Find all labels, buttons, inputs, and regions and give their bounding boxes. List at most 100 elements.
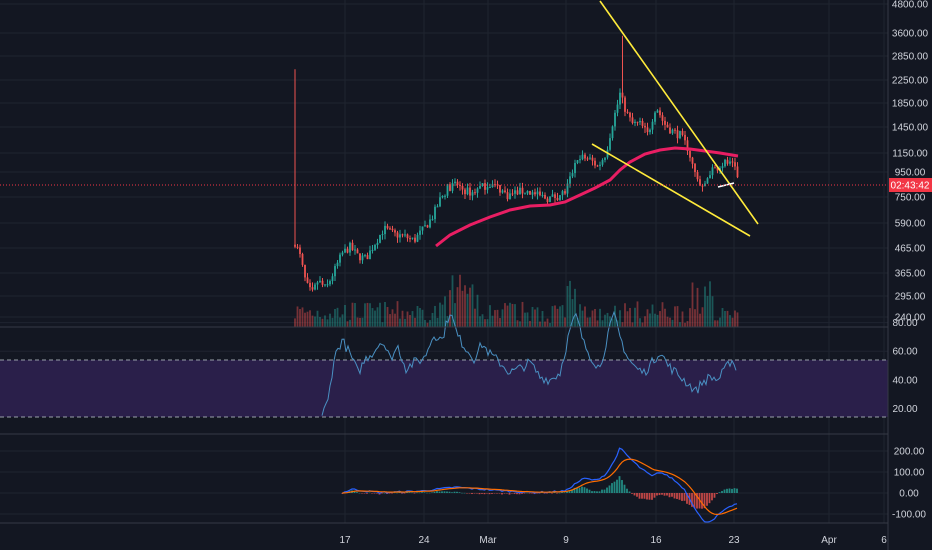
volume-bar (531, 306, 534, 327)
candle-body (544, 194, 546, 199)
volume-bar (294, 318, 296, 327)
volume-bar (704, 286, 706, 327)
candle-body (686, 140, 689, 151)
candle-body (569, 176, 571, 184)
volume-bar (659, 311, 661, 327)
macd-hist-bar (588, 489, 591, 493)
candle-body (674, 129, 676, 131)
candle-body (561, 191, 564, 196)
volume-bar (574, 288, 576, 327)
rsi-tick-label: 80.00 (892, 318, 917, 329)
candle-body (371, 249, 374, 251)
volume-bar (339, 317, 341, 327)
candle-body (366, 255, 369, 260)
candle-body (734, 162, 736, 167)
candle-body (376, 242, 379, 246)
candle-body (441, 195, 444, 198)
volume-bar (569, 280, 571, 327)
volume-bar (694, 309, 696, 327)
volume-bar (541, 311, 544, 327)
macd-hist-bar (363, 493, 366, 494)
macd-hist-bar (498, 493, 501, 494)
time-tick-label: Mar (479, 535, 497, 546)
candle-body (699, 179, 701, 186)
candle-body (486, 187, 489, 190)
price-axis[interactable]: 240.00 295.00 365.00 465.00 590.00 750.00 950.… (892, 0, 929, 324)
macd-hist-bar (503, 493, 506, 494)
volume-bar (619, 310, 621, 327)
rsi-axis[interactable]: 20.00 40.00 60.00 80.00 (892, 318, 917, 415)
volume-bar (721, 308, 724, 327)
candle-body (706, 178, 709, 184)
candle-body (711, 167, 714, 176)
macd-hist-bar (646, 493, 648, 500)
macd-hist-bar (368, 492, 371, 494)
volume-bar (556, 308, 559, 327)
time-tick-label: 24 (418, 535, 430, 546)
volume-bar (516, 320, 519, 327)
time-axis[interactable]: 17 24 Mar 9 16 23 Apr 6 (339, 535, 887, 546)
macd-hist-bar (586, 488, 588, 493)
volume-bar (474, 308, 476, 327)
time-tick-label: 16 (650, 535, 662, 546)
trendline-upper[interactable] (599, 0, 759, 225)
candle-body (709, 175, 711, 179)
candle-body (619, 92, 621, 105)
macd-hist-bar (606, 487, 608, 493)
macd-hist-bar (578, 487, 581, 493)
macd-hist-bar (591, 491, 593, 493)
time-tick-label: 6 (881, 535, 887, 546)
candle-body (329, 281, 331, 285)
volume-bar (381, 322, 384, 327)
candle-body (429, 219, 431, 228)
macd-hist-bar (703, 493, 706, 509)
trendline-lower[interactable] (591, 143, 751, 237)
candle-body (411, 237, 414, 239)
macd-hist-bar (621, 480, 623, 493)
macd-hist-bar (708, 493, 711, 504)
candle-body (341, 252, 344, 255)
macd-hist-bar (506, 493, 508, 494)
macd-axis[interactable]: -100.00 0.00 100.00 200.00 (892, 447, 926, 521)
macd-hist-bar (518, 493, 521, 495)
candle-body (316, 282, 319, 285)
volume-bar (414, 317, 416, 327)
macd-hist-bar (483, 493, 486, 495)
volume-bar (511, 303, 514, 327)
candle-body (604, 157, 606, 160)
candle-body (359, 253, 361, 261)
volume-bar (514, 304, 516, 327)
volume-bar (416, 305, 419, 327)
price-tick-label: 295.00 (895, 292, 926, 303)
volume-bar (576, 317, 579, 327)
candle-body (644, 125, 646, 128)
macd-hist-bar (481, 493, 483, 494)
price-candles[interactable] (294, 35, 739, 292)
macd-hist-bar (508, 493, 511, 495)
volume-bar (701, 307, 704, 327)
candle-body (601, 159, 604, 165)
candle-body (701, 185, 704, 187)
candle-body (469, 187, 471, 196)
macd-hist-bar (431, 492, 433, 494)
macd-hist-bar (436, 491, 438, 493)
candle-body (591, 157, 594, 161)
price-tick-label: 1150.00 (892, 149, 928, 160)
macd-hist-bar (698, 493, 701, 509)
volume-bar (314, 316, 316, 327)
candle-body (349, 242, 351, 253)
macd-hist-bar (716, 493, 718, 495)
macd-hist-bar (416, 492, 418, 494)
candle-body (491, 184, 494, 188)
macd-hist-bar (601, 489, 603, 493)
volume-bar (549, 322, 551, 327)
candle-body (406, 234, 409, 239)
macd-hist-bar (468, 493, 471, 494)
volume-bar (626, 311, 629, 327)
macd-hist-bar (641, 493, 643, 499)
time-tick-label: Apr (821, 535, 837, 546)
macd-hist-bar (433, 491, 436, 493)
candle-body (564, 191, 566, 194)
candle-body (524, 193, 526, 195)
